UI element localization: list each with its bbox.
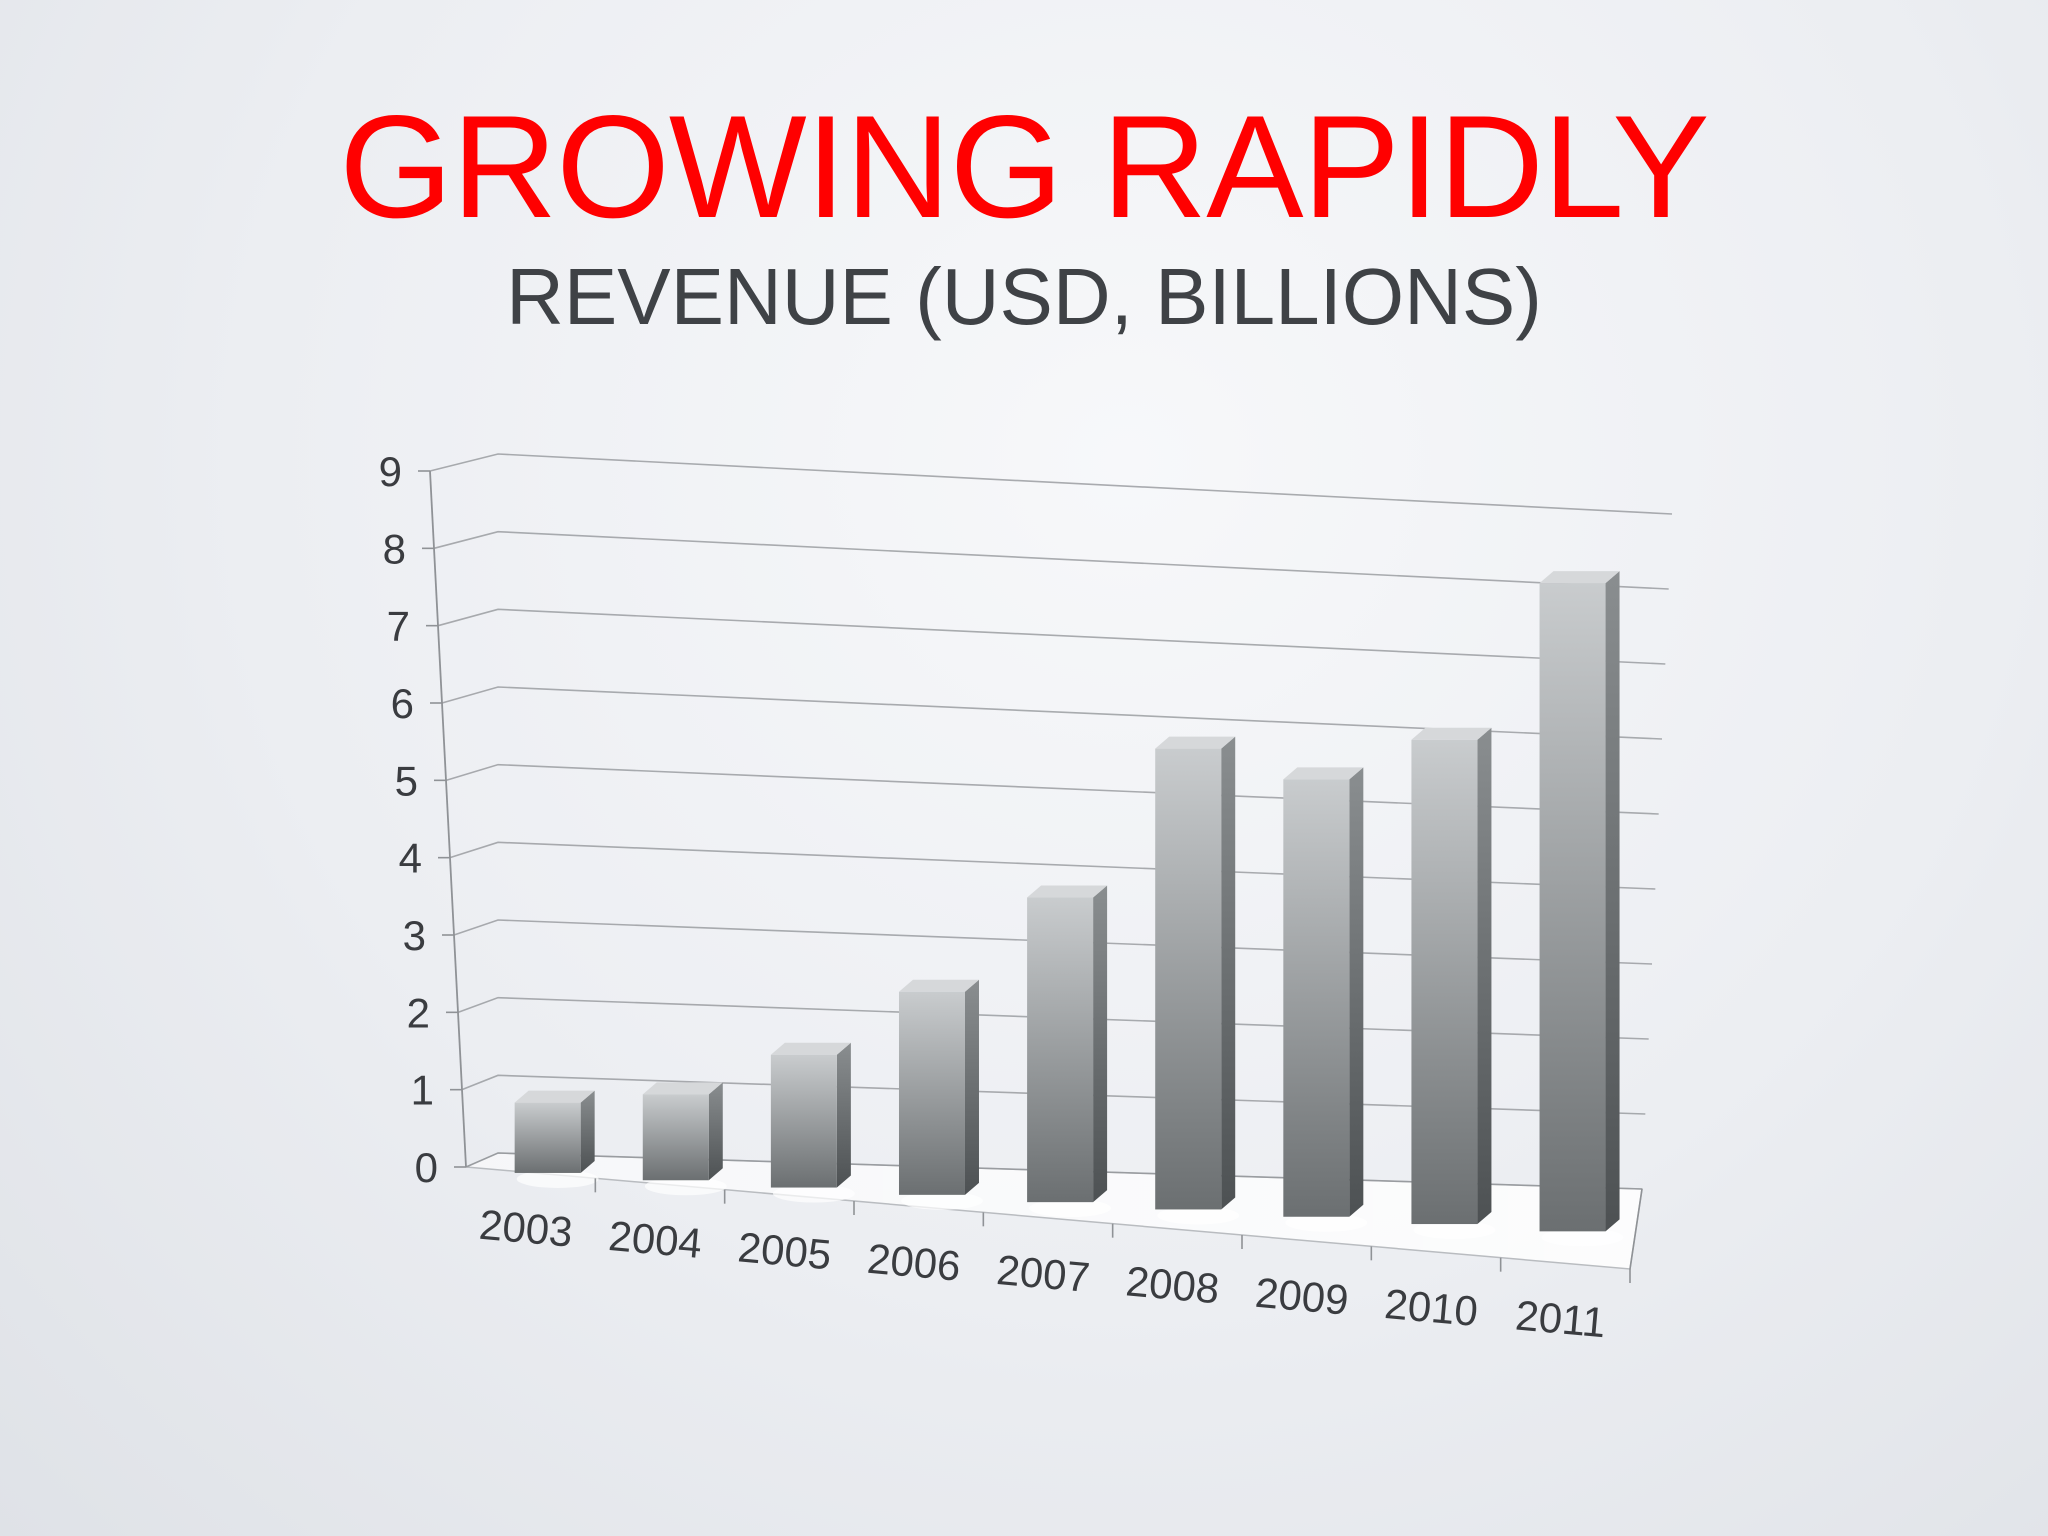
- bar-side: [1349, 767, 1364, 1217]
- x-tick-label: 2006: [865, 1235, 962, 1290]
- bar-2006: [898, 991, 965, 1195]
- gridline: [449, 841, 1656, 890]
- bar-2005: [770, 1054, 837, 1188]
- bar-side: [1605, 571, 1620, 1232]
- bar-side: [1221, 736, 1236, 1210]
- x-tick-label: 2010: [1383, 1280, 1480, 1335]
- bar-shadow: [516, 1169, 599, 1188]
- bar-top: [770, 1042, 851, 1055]
- bar-shadow: [644, 1177, 727, 1196]
- x-tick-label: 2011: [1514, 1292, 1608, 1347]
- gridline: [437, 608, 1666, 665]
- y-tick-label: 6: [391, 680, 414, 727]
- bar-top: [1539, 571, 1620, 584]
- y-tick-label: 2: [407, 989, 430, 1036]
- bar-2004: [642, 1094, 709, 1181]
- y-tick-label: 5: [395, 757, 418, 804]
- bar-2003: [514, 1102, 581, 1173]
- bar-top: [1411, 727, 1492, 740]
- bar-side: [708, 1082, 723, 1181]
- bar-shadow: [1285, 1213, 1368, 1232]
- bar-shadow: [1029, 1199, 1112, 1218]
- y-tick-label: 3: [403, 912, 426, 959]
- slide-title: GROWING RAPIDLY: [339, 85, 1709, 248]
- bar-side: [964, 979, 979, 1195]
- gridline: [453, 919, 1653, 965]
- bar-top: [1155, 736, 1236, 749]
- bar-top: [1283, 767, 1364, 780]
- x-tick-label: 2008: [1124, 1257, 1221, 1312]
- gridline: [465, 1152, 1643, 1190]
- bar-side: [580, 1090, 595, 1173]
- bar-side: [1093, 885, 1108, 1203]
- y-tick-label: 8: [383, 525, 406, 572]
- y-tick-label: 0: [415, 1144, 438, 1191]
- gridline: [457, 996, 1649, 1040]
- y-tick-label: 1: [411, 1067, 434, 1114]
- x-tick-label: 2004: [607, 1212, 704, 1267]
- y-tick-label: 4: [399, 835, 422, 882]
- bar-2009: [1283, 779, 1350, 1217]
- bar-2008: [1155, 748, 1222, 1210]
- bar-2010: [1411, 739, 1478, 1225]
- bar-shadow: [1541, 1228, 1624, 1247]
- gridline: [433, 530, 1669, 590]
- bar-top: [642, 1082, 723, 1095]
- floor-edge: [1629, 1188, 1643, 1270]
- gridline: [429, 453, 1673, 515]
- bar-shadow: [1157, 1206, 1240, 1225]
- y-tick-label: 9: [379, 448, 402, 495]
- slide-subtitle: REVENUE (USD, BILLIONS): [506, 252, 1542, 341]
- gridline: [461, 1074, 1646, 1115]
- x-tick-label: 2007: [995, 1246, 1092, 1301]
- bar-top: [514, 1090, 595, 1103]
- bar-top: [898, 979, 979, 992]
- bar-2007: [1027, 897, 1094, 1203]
- bar-shadow: [1413, 1221, 1496, 1240]
- y-axis-line: [429, 470, 467, 1168]
- x-tick-label: 2005: [736, 1223, 833, 1278]
- gridline: [441, 686, 1663, 740]
- bar-side: [1477, 727, 1492, 1225]
- x-tick-label: 2009: [1253, 1269, 1350, 1324]
- bar-shadow: [772, 1184, 855, 1203]
- gridline: [445, 763, 1659, 815]
- bar-side: [836, 1042, 851, 1188]
- bar-shadow: [901, 1191, 983, 1210]
- bar-top: [1027, 885, 1108, 898]
- y-tick-label: 7: [387, 603, 410, 650]
- x-tick-label: 2003: [477, 1201, 574, 1256]
- bar-2011: [1539, 583, 1606, 1232]
